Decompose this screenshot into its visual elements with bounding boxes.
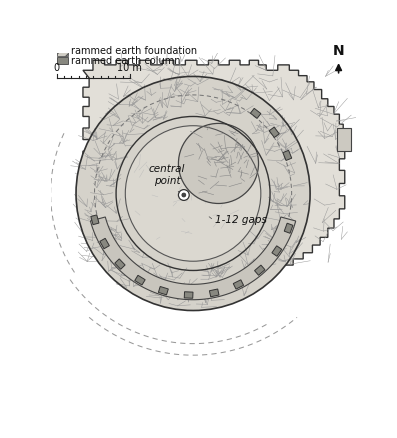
Polygon shape bbox=[269, 127, 279, 138]
Circle shape bbox=[178, 124, 258, 204]
Polygon shape bbox=[83, 60, 345, 265]
Polygon shape bbox=[209, 289, 219, 297]
Text: central
point: central point bbox=[149, 164, 185, 186]
Polygon shape bbox=[115, 259, 125, 269]
Text: rammed earth foundation: rammed earth foundation bbox=[71, 46, 198, 57]
Text: 10 m: 10 m bbox=[118, 63, 143, 73]
Circle shape bbox=[76, 76, 310, 311]
Polygon shape bbox=[251, 108, 261, 118]
FancyBboxPatch shape bbox=[57, 47, 68, 56]
Circle shape bbox=[125, 126, 261, 261]
Polygon shape bbox=[337, 128, 351, 151]
Text: rammed earth column: rammed earth column bbox=[71, 56, 181, 66]
Polygon shape bbox=[91, 215, 99, 225]
Polygon shape bbox=[135, 276, 145, 285]
Polygon shape bbox=[100, 238, 109, 249]
Text: 0: 0 bbox=[54, 63, 60, 73]
Polygon shape bbox=[184, 292, 193, 298]
Polygon shape bbox=[283, 150, 292, 160]
Circle shape bbox=[178, 190, 189, 201]
Polygon shape bbox=[254, 265, 265, 275]
Polygon shape bbox=[272, 246, 282, 256]
Text: N: N bbox=[333, 44, 345, 58]
Circle shape bbox=[182, 193, 186, 197]
Polygon shape bbox=[284, 223, 293, 233]
Text: 1-12 gaps: 1-12 gaps bbox=[215, 215, 266, 226]
FancyBboxPatch shape bbox=[57, 57, 68, 64]
Polygon shape bbox=[91, 217, 296, 300]
Polygon shape bbox=[233, 280, 244, 289]
Polygon shape bbox=[158, 286, 168, 295]
